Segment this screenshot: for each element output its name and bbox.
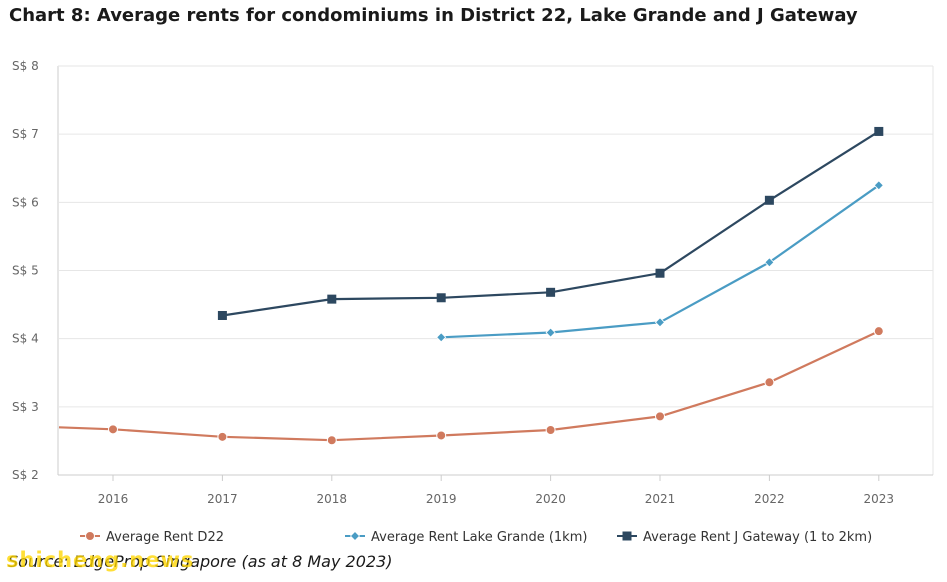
x-tick-label: 2020 <box>535 492 566 506</box>
chart-title: Chart 8: Average rents for condominiums … <box>9 5 858 26</box>
data-point[interactable] <box>108 424 118 435</box>
data-point[interactable] <box>546 287 556 297</box>
data-point[interactable] <box>327 294 337 304</box>
series-line <box>441 184 880 339</box>
data-point[interactable] <box>874 126 884 136</box>
data-point[interactable] <box>764 257 775 268</box>
data-point[interactable] <box>764 195 774 205</box>
series-group <box>58 126 884 446</box>
data-point[interactable] <box>326 435 337 446</box>
legend-item-2[interactable]: Average Rent Lake Grande (1km) <box>345 530 587 545</box>
y-tick-label: S$ 7 <box>12 127 39 141</box>
grid-lines <box>57 65 934 476</box>
y-tick-label: S$ 2 <box>12 468 39 482</box>
legend-marker[interactable] <box>349 530 361 542</box>
series-1 <box>58 326 884 446</box>
legend-item-1[interactable]: Average Rent D22 <box>80 530 224 545</box>
x-tick-label: 2016 <box>98 492 129 506</box>
data-point[interactable] <box>436 430 447 441</box>
legend-marker[interactable] <box>622 531 632 541</box>
x-tick-label: 2022 <box>754 492 785 506</box>
legend-label: Average Rent D22 <box>106 530 224 545</box>
data-point[interactable] <box>873 180 884 191</box>
legend-item-3[interactable]: Average Rent J Gateway (1 to 2km) <box>617 530 872 545</box>
y-axis-ticks: S$ 2 S$ 3 S$ 4 S$ 5 S$ 6 S$ 7 S$ 8 <box>12 59 39 482</box>
x-tick-label: 2021 <box>645 492 676 506</box>
legend-label: Average Rent J Gateway (1 to 2km) <box>643 530 872 545</box>
data-point[interactable] <box>764 377 775 388</box>
y-tick-label: S$ 4 <box>12 332 39 346</box>
y-tick-label: S$ 5 <box>12 264 39 278</box>
series-2 <box>436 180 884 343</box>
legend[interactable]: Average Rent D22 Average Rent Lake Grande… <box>80 530 872 545</box>
y-tick-label: S$ 6 <box>12 195 39 209</box>
series-line <box>58 330 880 442</box>
data-point[interactable] <box>545 327 556 338</box>
source-note: Source: EdgeProp Singapore (as at 8 May … <box>8 552 393 571</box>
x-tick-label: 2019 <box>426 492 457 506</box>
x-tick-label: 2017 <box>207 492 238 506</box>
data-point[interactable] <box>654 317 666 328</box>
data-point[interactable] <box>436 332 447 343</box>
x-tick-label: 2018 <box>317 492 348 506</box>
y-tick-label: S$ 8 <box>12 59 39 73</box>
legend-label: Average Rent Lake Grande (1km) <box>371 530 587 545</box>
data-point[interactable] <box>436 293 446 303</box>
series-3 <box>217 126 884 320</box>
data-point[interactable] <box>545 425 556 436</box>
data-point[interactable] <box>873 326 884 337</box>
x-axis-ticks: 2016 2017 2018 2019 2020 2021 2022 2023 <box>98 475 894 506</box>
x-tick-label: 2023 <box>864 492 895 506</box>
y-tick-label: S$ 3 <box>12 400 39 414</box>
data-point[interactable] <box>655 268 665 278</box>
data-point[interactable] <box>655 411 665 422</box>
legend-marker[interactable] <box>85 531 95 541</box>
data-point[interactable] <box>217 310 227 320</box>
data-point[interactable] <box>217 431 228 442</box>
